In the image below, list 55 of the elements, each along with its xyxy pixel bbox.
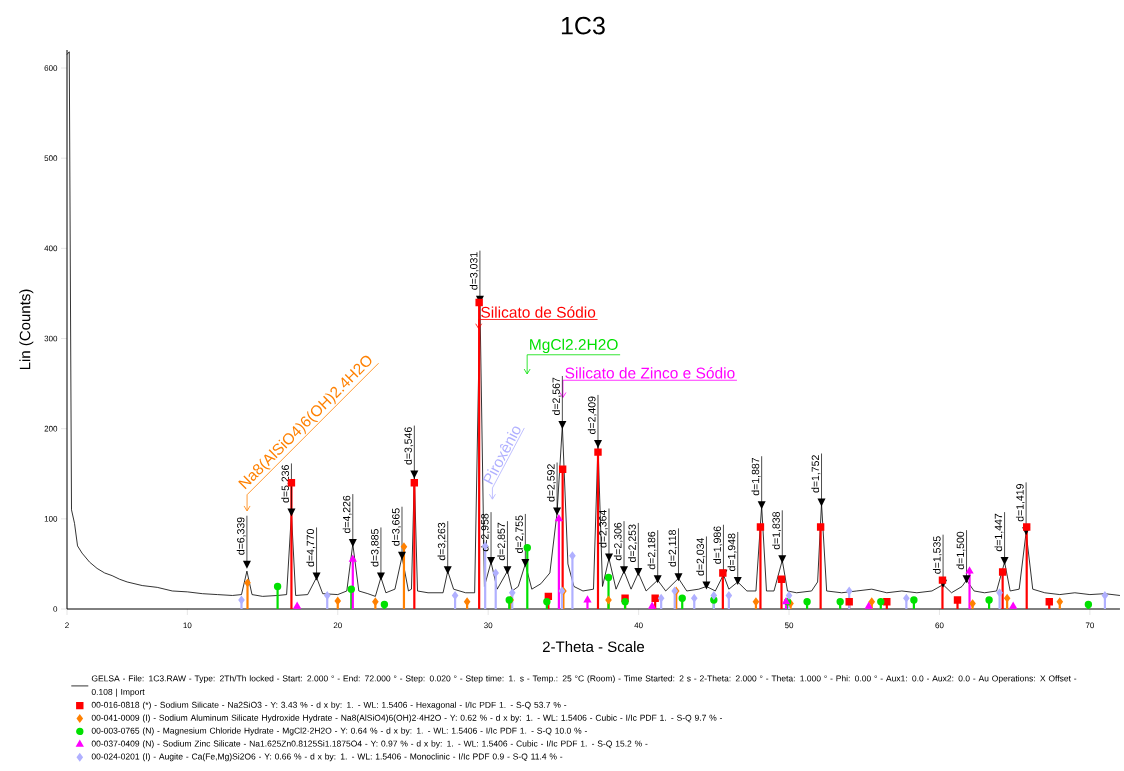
x-tick-label: 60: [935, 622, 944, 629]
x-tick-label: 70: [1085, 622, 1095, 629]
annotation: d=1,838: [772, 511, 782, 550]
annotation: d=2,253: [628, 524, 638, 562]
annotation: d=2,306: [613, 522, 623, 561]
x-tick-label: 20: [333, 622, 342, 629]
y-tick-label: 100: [44, 516, 58, 522]
legend-label: 00-016-0818 (*) - Sodium Silicate - Na2SiO3 - Y: 3.43 % - d x by: 1. - WL: 1.5406 - Hexagonal - I/Ic PDF 1. - S-Q 53.7 % -: [91, 701, 567, 710]
annotation: d=2,409: [587, 396, 597, 434]
annotation: d=1,500: [956, 531, 966, 570]
annotation: d=3,031: [469, 252, 479, 290]
annotation: d=1,986: [713, 526, 723, 564]
annotation: d=2,118: [668, 530, 678, 567]
annotation: d=3,665: [391, 508, 401, 546]
legend-label: 00-041-0009 (I) - Sodium Aluminum Silicate Hydroxide Hydrate - Na8(AlSiO4)6(OH)2·4H2O - Y: 0.62 % - d x by: 1. - WL: 1.5406 - Cubic - I/Ic PDF 1. - S-Q 9.7 % -: [91, 714, 723, 723]
y-tick-label: 0: [53, 606, 58, 612]
y-tick-label: 500: [44, 155, 58, 162]
annotation: d=2,034: [696, 537, 706, 576]
x-tick-label: 2: [65, 622, 69, 629]
chart-title: 1C3: [561, 16, 605, 35]
annotation: d=1,419: [1015, 484, 1025, 522]
annotation: d=1,535: [932, 536, 942, 574]
x-tick-label: 10: [183, 622, 192, 629]
annotation: d=1,887: [751, 457, 761, 496]
annotation: d=4,770: [306, 529, 316, 567]
annotation: d=3,263: [437, 522, 447, 561]
y-tick-label: 400: [44, 245, 58, 252]
annotation: d=2,592: [546, 464, 556, 502]
y-axis-title: Lin (Counts): [19, 289, 34, 370]
x-tick-label: 40: [634, 622, 643, 629]
annotation: d=3,546: [404, 427, 414, 465]
legend-label: GELSA - File: 1C3.RAW - Type: 2Th/Th locked - Start: 2.000 ° - End: 72.000 ° - Step: 0.020 ° - Step time: 1. s - Temp.: 25 °C (Room) - Time Started: 2 s - 2-Theta: 2.000 ° - Theta: 1.000 ° - Phi: 0.00 ° - Aux1: 0.0 - Aux2: 0.0 - Au Operations: X Offset -0.108 | Import: [91, 675, 1077, 697]
legend-label: 00-003-0765 (N) - Magnesium Chloride Hydrate - MgCl2·2H2O - Y: 0.64 % - d x by: 1. - WL: 1.5406 - I/Ic PDF 1. - S-Q 10.0 % -: [91, 727, 587, 736]
annotation: d=4,226: [342, 495, 352, 534]
annotation: Silicato de Zinco e Sódio: [565, 367, 735, 379]
annotation: d=1,447: [994, 513, 1004, 552]
annotation: d=3,885: [370, 529, 380, 567]
annotation: d=1,948: [727, 533, 737, 571]
annotation: Silicato de Sódio: [481, 306, 596, 318]
annotation: MgCl2.2H2O: [530, 338, 618, 354]
annotation: d=1,752: [811, 455, 821, 493]
annotation: d=2,857: [497, 522, 507, 561]
annotation: d=2,755: [515, 515, 525, 553]
x-tick-label: 50: [784, 622, 794, 629]
annotation: d=2,364: [598, 510, 608, 548]
x-axis-title: 2-Theta - Scale: [542, 641, 645, 653]
annotation: d=2,186: [647, 531, 657, 570]
y-tick-label: 200: [44, 425, 58, 432]
legend-label: 00-024-0201 (I) - Augite - Ca(Fe,Mg)Si2O6 - Y: 0.66 % - d x by: 1. - WL: 1.5406 - Monoclinic - I/Ic PDF 0.9 - S-Q 11.4 % -: [91, 753, 563, 762]
y-tick-label: 300: [44, 335, 58, 342]
y-tick-label: 600: [44, 65, 58, 71]
legend-label: 00-037-0409 (N) - Sodium Zinc Silicate - Na1.625Zn0.8125Si1.1875O4 - Y: 0.97 % - d x by: 1. - WL: 1.5406 - Cubic - I/Ic PDF 1. - S-Q 15.2 % -: [91, 740, 648, 749]
annotation: d=6,339: [236, 517, 246, 555]
x-tick-label: 30: [484, 622, 493, 629]
annotation: d=2,567: [552, 377, 562, 415]
